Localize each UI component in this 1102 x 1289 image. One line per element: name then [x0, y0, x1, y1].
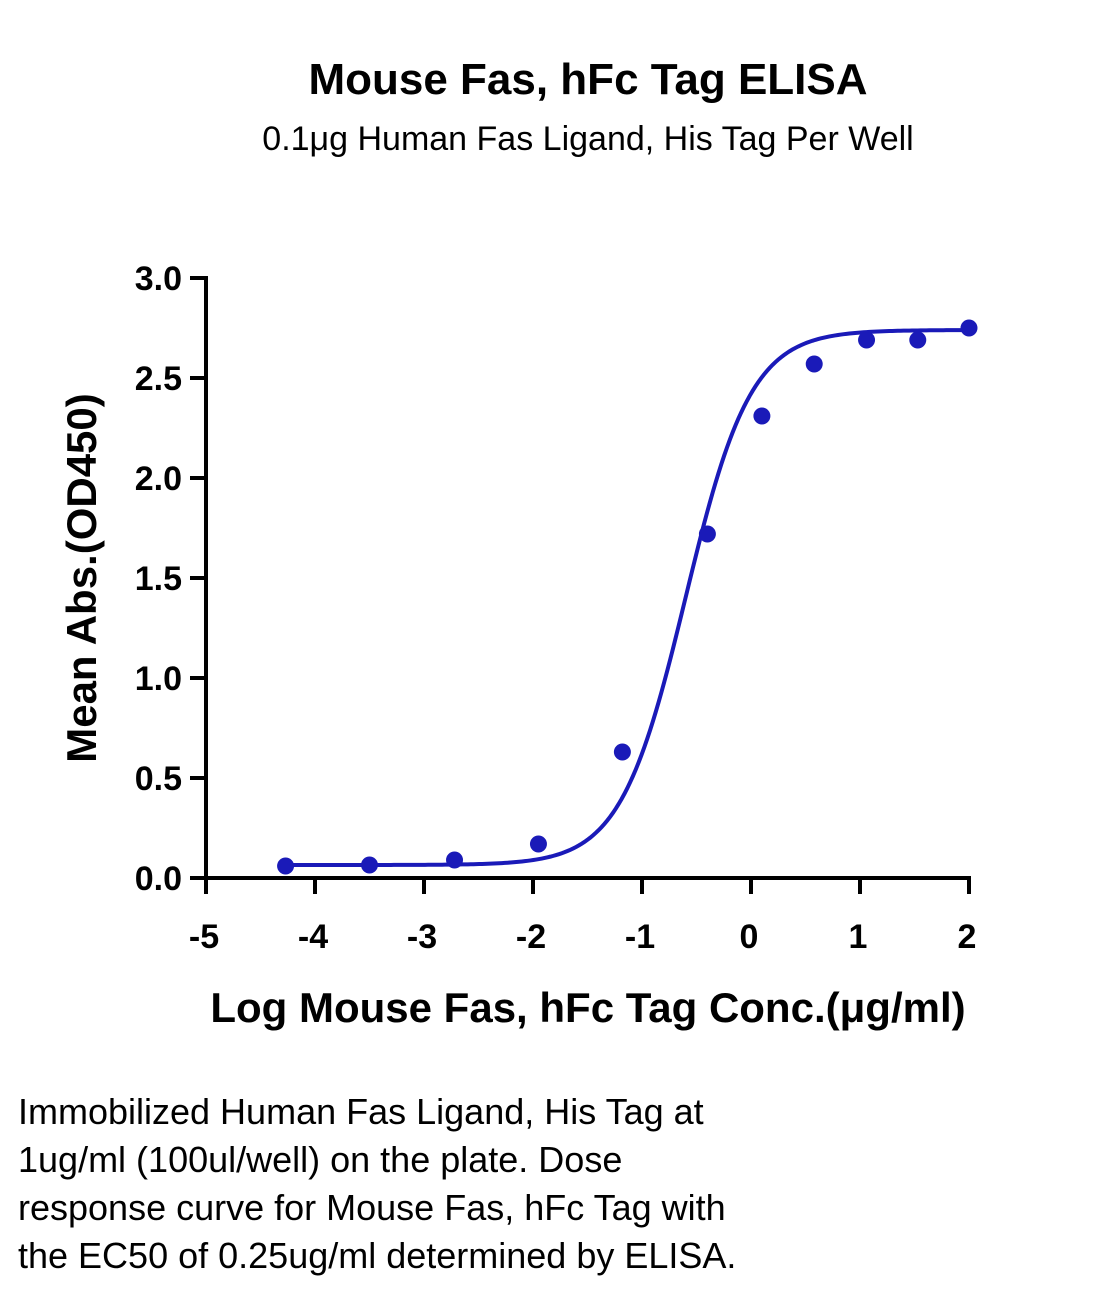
y-tick-label: 0.5: [135, 760, 182, 798]
x-tick-label: 1: [849, 918, 868, 956]
data-point: [909, 331, 927, 349]
x-tick-label: 0: [740, 918, 759, 956]
y-axis-ticks: 0.0 0.5 1.0 1.5 2.0 2.5 3.0: [135, 260, 206, 898]
y-tick-label: 0.0: [135, 860, 182, 898]
data-point: [613, 743, 631, 761]
chart-title: Mouse Fas, hFc Tag ELISA: [308, 55, 867, 104]
y-tick-label: 2.5: [135, 360, 182, 398]
axes: [204, 276, 971, 880]
x-tick-label: 2: [958, 918, 977, 956]
data-point: [446, 851, 464, 869]
y-tick-label: 1.5: [135, 560, 182, 598]
x-tick-label: -5: [189, 918, 219, 956]
chart-subtitle: 0.1μg Human Fas Ligand, His Tag Per Well: [262, 120, 913, 158]
data-point: [698, 525, 716, 543]
caption-line: the EC50 of 0.25ug/ml determined by ELIS…: [18, 1235, 737, 1276]
y-tick-label: 2.0: [135, 460, 182, 498]
fit-curve-layer: [285, 328, 970, 867]
data-point: [277, 857, 295, 875]
caption-line: Immobilized Human Fas Ligand, His Tag at: [18, 1091, 704, 1132]
data-point: [361, 856, 378, 874]
data-point: [960, 319, 978, 337]
y-tick-label: 1.0: [135, 660, 182, 698]
data-point: [858, 331, 876, 349]
figure-caption: Immobilized Human Fas Ligand, His Tag at…: [18, 1088, 1088, 1280]
x-tick-label: -3: [407, 918, 437, 956]
x-tick-label: -1: [625, 918, 655, 956]
data-points-layer: [277, 319, 978, 875]
data-point: [529, 835, 547, 853]
data-point: [805, 355, 823, 373]
caption-line: response curve for Mouse Fas, hFc Tag wi…: [18, 1187, 726, 1228]
x-axis-ticks: -5 -4 -3 -2 -1 0 1 2: [189, 878, 977, 956]
x-tick-label: -4: [298, 918, 328, 956]
data-point: [753, 407, 771, 425]
x-tick-label: -2: [516, 918, 546, 956]
caption-line: 1ug/ml (100ul/well) on the plate. Dose: [18, 1139, 623, 1180]
fit-curve: [285, 328, 970, 867]
y-axis-label: Mean Abs.(OD450): [58, 393, 105, 763]
y-tick-label: 3.0: [135, 260, 182, 298]
elisa-chart: Mouse Fas, hFc Tag ELISA 0.1μg Human Fas…: [58, 55, 978, 1031]
x-axis-label: Log Mouse Fas, hFc Tag Conc.(μg/ml): [210, 984, 965, 1031]
